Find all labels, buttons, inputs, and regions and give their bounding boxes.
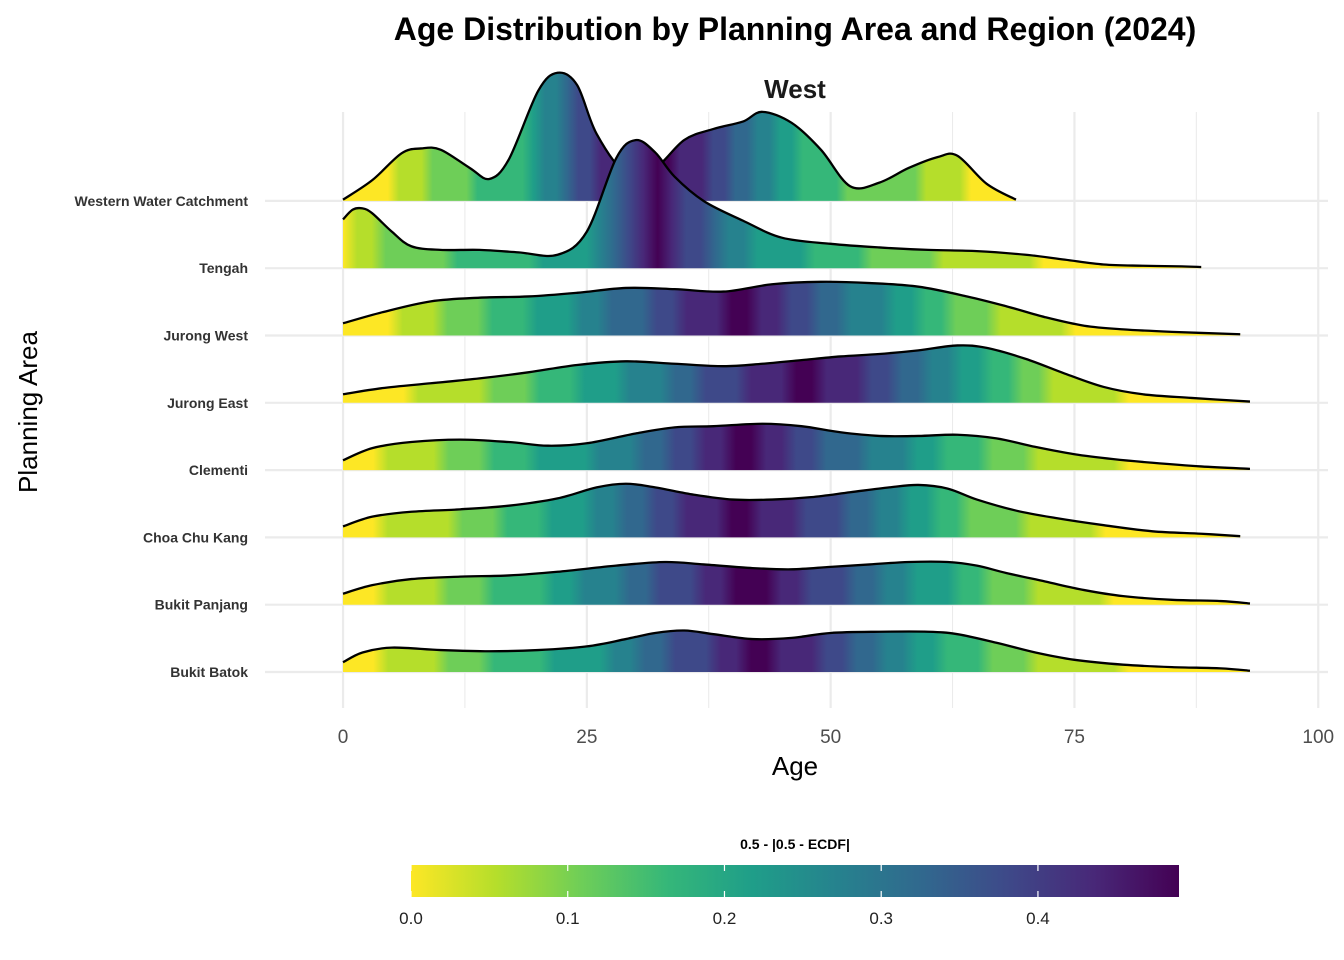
ridge-fill <box>343 630 1250 672</box>
ridge-outline <box>342 629 1251 672</box>
ridge-bukit-panjang <box>342 560 1251 605</box>
ridge-bukit-batok <box>342 629 1251 672</box>
y-tick-label: Jurong West <box>163 328 248 344</box>
ridge-jurong-east <box>342 344 1251 403</box>
y-tick-label: Western Water Catchment <box>75 193 249 209</box>
ridge-outline <box>342 344 1251 403</box>
legend-tick-label: 0.0 <box>399 909 423 928</box>
x-tick-label: 25 <box>576 727 597 748</box>
ridges <box>342 71 1251 672</box>
fill-legend: 0.5 - |0.5 - ECDF| 0.0 0.1 0.2 0.3 0.4 <box>399 836 1179 928</box>
ridge-fill <box>343 345 1250 403</box>
ridge-fill <box>343 423 1250 471</box>
ridge-jurong-west <box>342 280 1241 336</box>
x-tick-label: 0 <box>338 727 349 748</box>
legend-tick-label: 0.2 <box>713 909 737 928</box>
facet-label: West <box>764 74 826 104</box>
legend-title: 0.5 - |0.5 - ECDF| <box>740 836 850 852</box>
ridge-clementi <box>342 422 1251 471</box>
y-axis-title: Planning Area <box>13 331 43 493</box>
ridge-tengah <box>342 138 1202 269</box>
ridge-outline <box>342 280 1241 336</box>
x-tick-label: 50 <box>820 727 841 748</box>
x-tick-label: 100 <box>1302 727 1334 748</box>
ridge-outline <box>342 422 1251 471</box>
ridge-outline <box>342 138 1202 269</box>
legend-tick-label: 0.1 <box>556 909 580 928</box>
legend-colorbar <box>411 865 1179 897</box>
ridge-fill <box>343 281 1241 336</box>
chart-title: Age Distribution by Planning Area and Re… <box>394 11 1196 47</box>
x-tick-label: 75 <box>1064 727 1085 748</box>
y-tick-label: Bukit Panjang <box>155 597 248 613</box>
y-tick-label: Jurong East <box>167 395 248 411</box>
y-tick-label: Clementi <box>189 462 248 478</box>
x-tick-labels: 0 25 50 75 100 <box>338 727 1334 748</box>
ridge-fill <box>343 483 1241 538</box>
y-tick-labels: Bukit Batok Bukit Panjang Choa Chu Kang Cle… <box>75 193 249 680</box>
legend-ticks: 0.0 0.1 0.2 0.3 0.4 <box>399 865 1050 928</box>
ridge-fill <box>343 561 1250 605</box>
grid-lines <box>265 112 1328 708</box>
x-axis-title: Age <box>772 751 818 781</box>
legend-tick-label: 0.4 <box>1026 909 1050 928</box>
y-tick-label: Choa Chu Kang <box>143 529 248 545</box>
ridge-fill <box>343 72 1016 201</box>
legend-tick-label: 0.3 <box>869 909 893 928</box>
y-tick-label: Bukit Batok <box>170 664 248 680</box>
ridge-outline <box>342 482 1241 538</box>
ridge-choa-chu-kang <box>342 482 1241 538</box>
ridge-fill <box>343 140 1202 269</box>
ridge-outline <box>342 560 1251 605</box>
y-tick-label: Tengah <box>199 260 248 276</box>
